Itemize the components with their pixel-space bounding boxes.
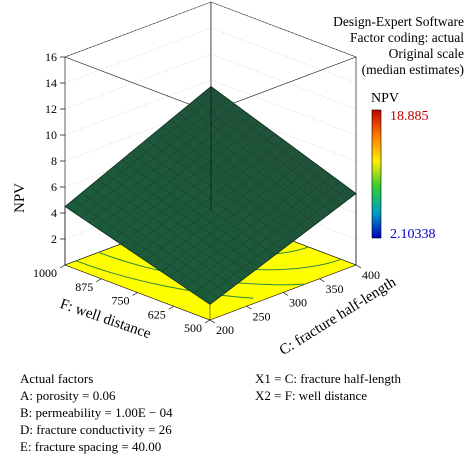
y-axis-ticks: 500 625 750 875 1000 [33,264,211,335]
factor-coding: Factor coding: actual [350,30,464,45]
x-tick-label: 400 [362,268,380,282]
x-tick-mark [282,292,289,296]
mesh-line [202,93,348,200]
z-axis-ticks: 2 4 6 8 10 12 14 16 [45,50,65,246]
x-tick-mark [319,278,325,283]
z-axis-label: NPV [12,183,28,213]
factor-b: B: permeability = 1.00E − 04 [20,405,173,420]
coding-map: X1 = C: fracture half-length X2 = F: wel… [255,370,401,404]
x-axis-ticks: 200 250 300 350 400 [209,264,380,337]
coding-x1: X1 = C: fracture half-length [255,371,401,386]
y-tick-mark [59,264,66,269]
y-tick-mark [132,292,138,296]
box-top-edge-left [64,56,211,113]
y-tick-label: 1000 [33,266,57,280]
x-tick-mark [355,264,362,269]
wall-gridline [64,53,357,110]
x-tick-label: 250 [253,309,271,323]
colorbar-title: NPV [371,91,399,106]
mesh-line [72,92,220,213]
wall-gridline [64,79,357,136]
y-tick-label: 625 [148,307,166,321]
y-tick-mark [204,319,211,324]
factor-a: A: porosity = 0.06 [20,388,116,403]
colorbar: NPV 18.885 2.10338 [371,91,436,242]
colorbar-max-label: 18.885 [390,109,429,124]
mesh-line [194,99,340,206]
z-tick-label: 4 [51,206,57,220]
software-info: Design-Expert Software Factor coding: ac… [333,14,464,78]
scale-text: Original scale [388,46,464,61]
y-tick-mark [96,278,102,283]
estimates-text: (median estimates) [361,62,464,77]
y-tick-label: 500 [184,321,202,335]
y-tick-mark [168,305,174,310]
z-tick-label: 14 [45,76,57,90]
x-tick-mark [209,319,216,324]
wall-gridline [64,27,357,84]
z-tick-label: 6 [51,180,57,194]
surface-drop-lines [64,86,357,320]
box-top-edge-right [209,56,357,113]
actual-factors: Actual factors A: porosity = 0.06 B: per… [20,370,173,455]
coding-x2: X2 = F: well distance [255,388,368,403]
z-tick-label: 10 [45,128,57,142]
z-tick-label: 2 [51,232,57,246]
factor-d: D: fracture conductivity = 26 [20,422,172,437]
y-tick-label: 750 [112,294,130,308]
x-tick-label: 300 [289,296,307,310]
x-tick-label: 200 [216,323,234,337]
z-tick-label: 16 [45,50,57,64]
factor-e: E: fracture spacing = 40.00 [20,439,162,454]
actual-factors-heading: Actual factors [20,371,94,386]
y-axis-label: F: well distance [58,296,153,342]
x-tick-label: 350 [326,282,344,296]
software-title: Design-Expert Software [333,14,464,29]
colorbar-min-label: 2.10338 [390,227,436,242]
y-tick-label: 875 [75,280,93,294]
x-tick-mark [246,305,252,310]
z-tick-label: 12 [45,102,57,116]
mesh-line [81,98,228,218]
colorbar-gradient [371,109,382,239]
wall-gridline [64,1,357,58]
z-tick-label: 8 [51,154,57,168]
